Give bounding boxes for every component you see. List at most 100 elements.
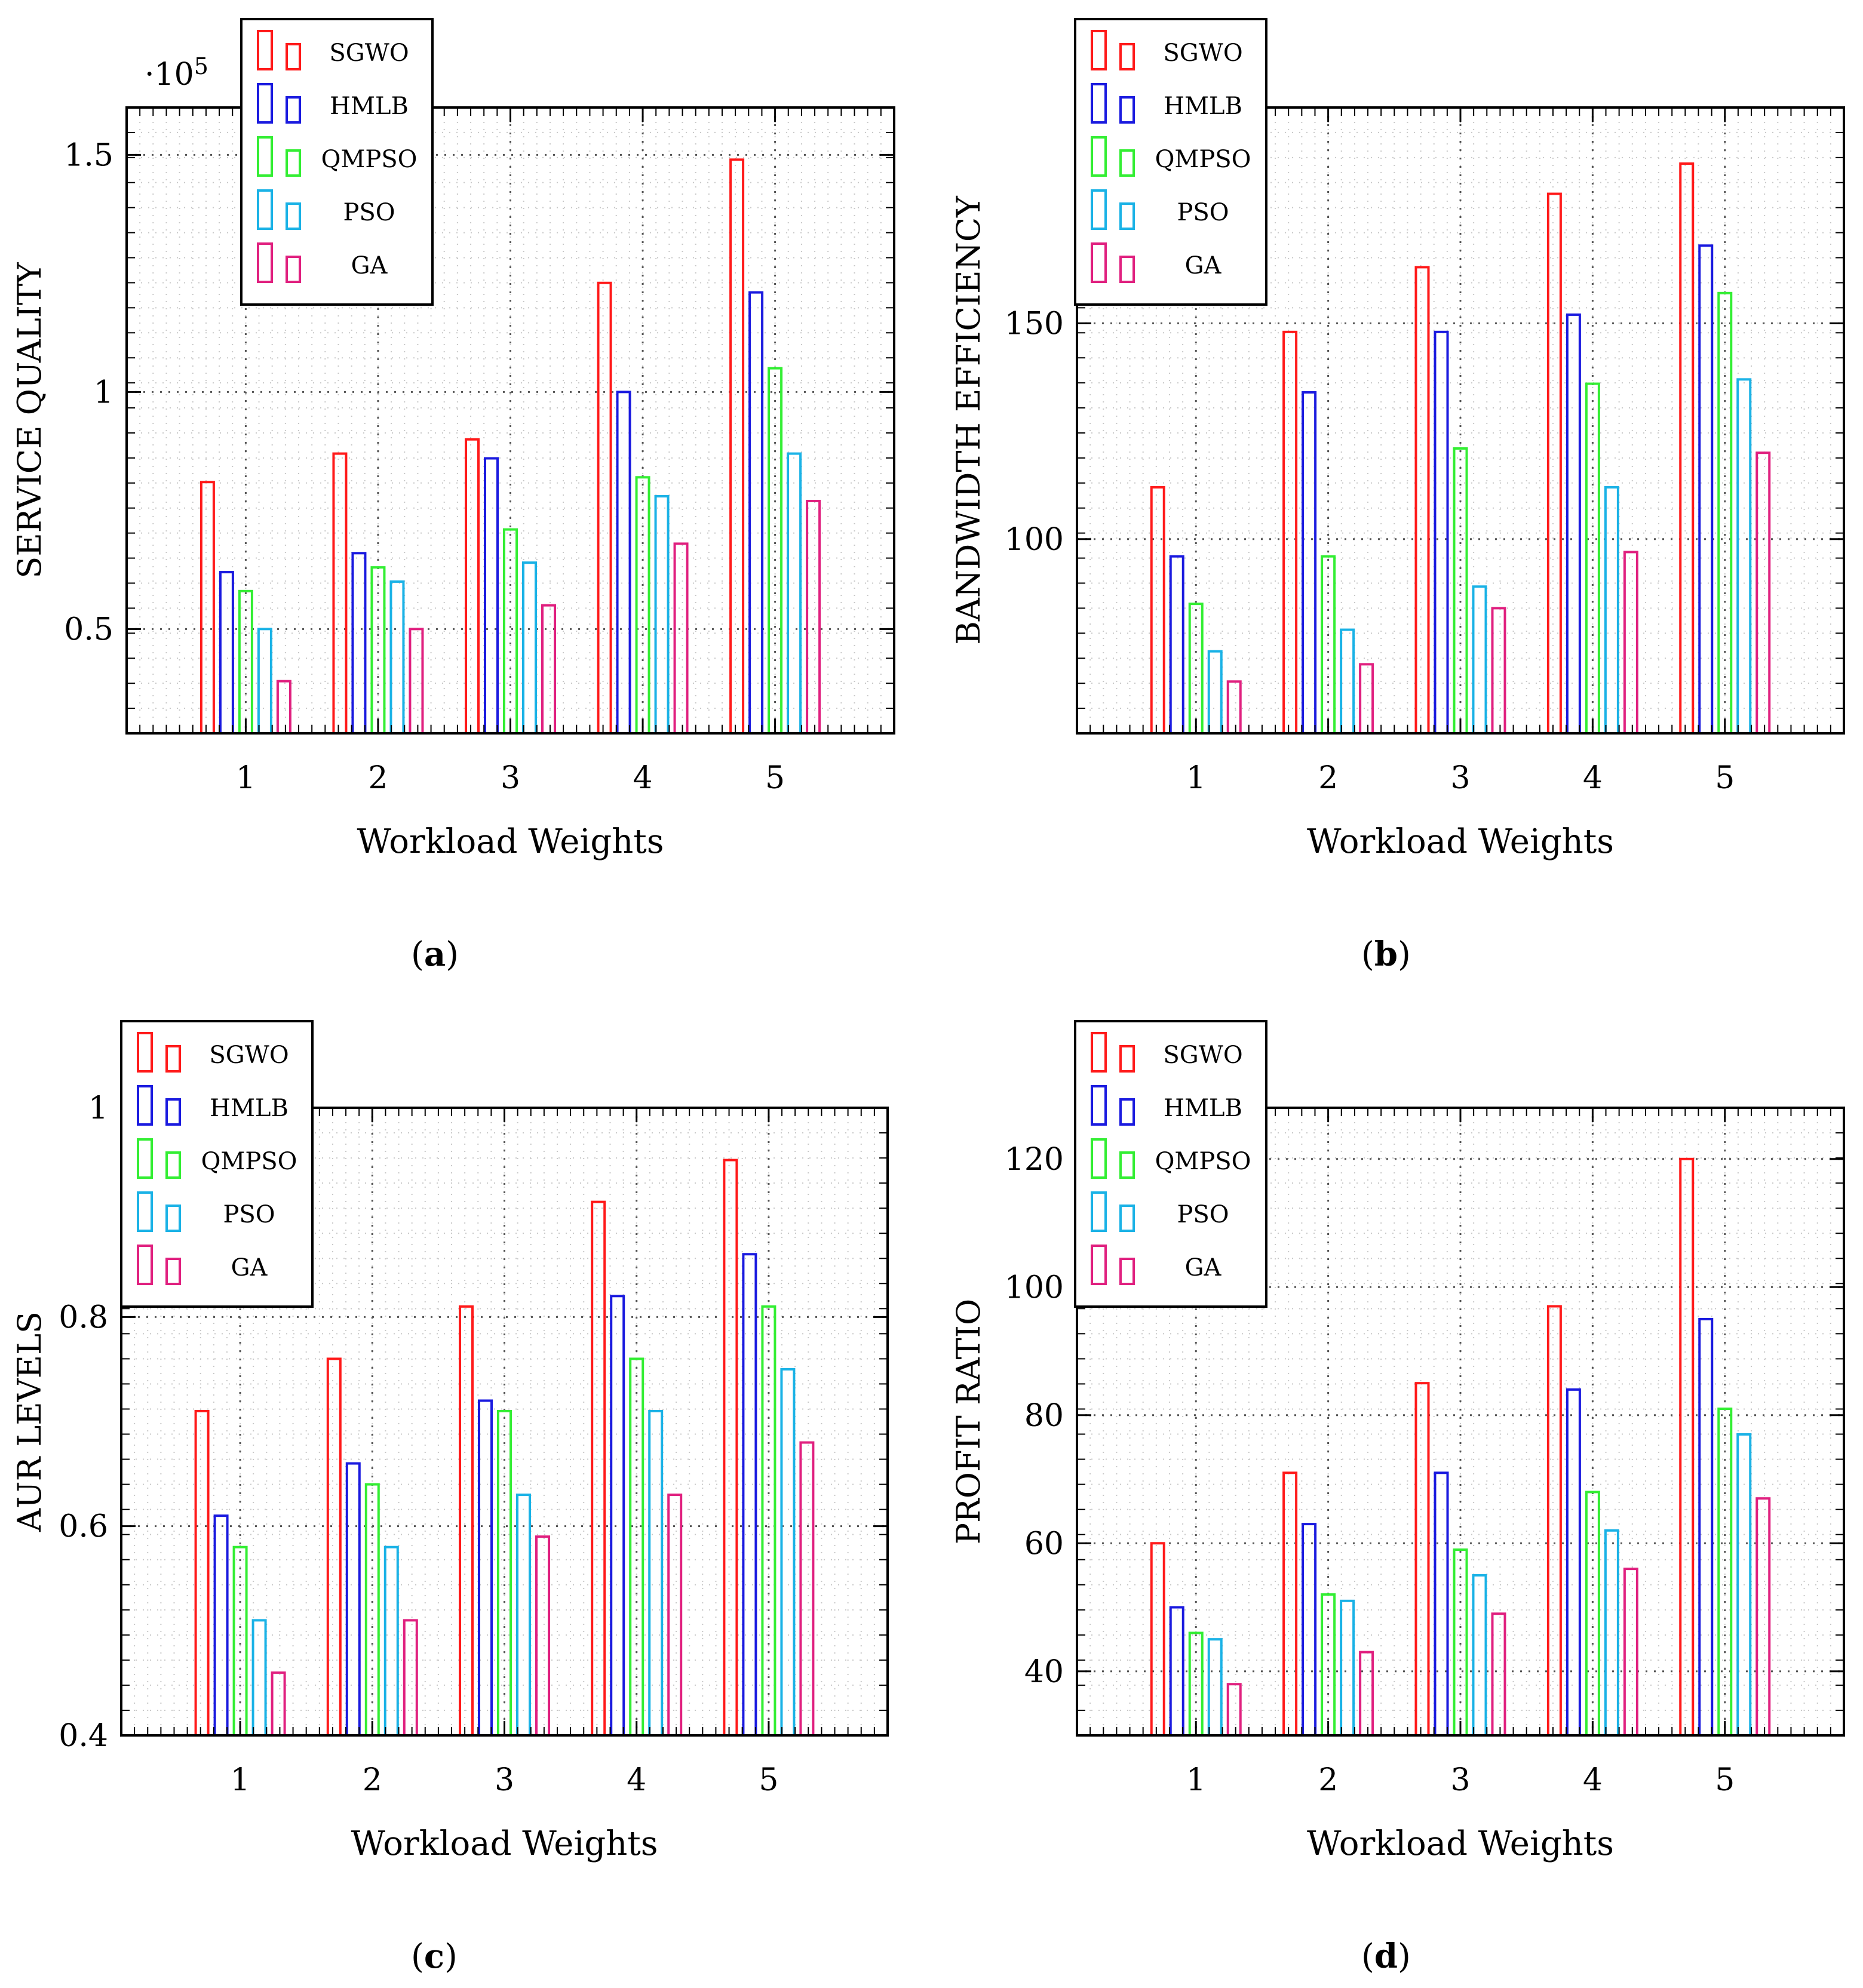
bar-hmlb-2 <box>351 552 367 735</box>
chart-panel-c: 0.4 0.6 0.8 1 1 2 3 4 5 Workload Weights AUR LEVEL… <box>11 1020 889 1863</box>
bar-qmpso-2 <box>1321 555 1336 735</box>
legend-swatch-ga <box>137 1245 153 1285</box>
legend-swatch-qmpso <box>257 136 273 177</box>
bar-qmpso-5 <box>768 367 783 735</box>
legend-swatch-sgwo <box>1091 30 1107 70</box>
chart-panel-a: 0.5 1 1.5 1 2 3 4 5 Workload Weights SERVICE QUAL… <box>11 18 895 861</box>
x-axis-label: Workload Weights <box>1307 1824 1614 1863</box>
y-tick-label: 0.6 <box>59 1509 108 1545</box>
bar-pso-4 <box>1604 1529 1619 1737</box>
bar-hmlb-1 <box>219 571 234 735</box>
legend-box <box>120 1020 314 1308</box>
caption-a: (a) <box>411 935 459 974</box>
bar-pso-4 <box>648 1409 664 1737</box>
x-tick-label: 1 <box>231 1762 250 1798</box>
bar-ga-1 <box>1226 680 1242 735</box>
bar-sgwo-1 <box>200 481 215 735</box>
bar-ga-1 <box>276 680 291 735</box>
chart-panel-b: 100 150 1 2 3 4 5 Workload Weights BANDWIDTH EFF… <box>950 18 1845 861</box>
x-tick-label: 1 <box>1186 760 1206 796</box>
bar-ga-3 <box>1491 1612 1506 1737</box>
legend-swatch-pso <box>257 189 273 230</box>
y-tick-label: 0.4 <box>59 1718 108 1754</box>
bar-sgwo-3 <box>465 438 480 735</box>
legend-label-qmpso: QMPSO <box>201 1148 297 1175</box>
legend-swatch-qmpso <box>165 1151 181 1179</box>
bar-pso-5 <box>780 1368 796 1737</box>
bar-ga-2 <box>409 628 424 735</box>
y-tick-label: 0.8 <box>59 1299 108 1335</box>
y-tick-label: 120 <box>1005 1142 1064 1178</box>
y-tick-label: 1.5 <box>64 137 113 173</box>
bar-ga-1 <box>271 1671 286 1737</box>
bar-qmpso-4 <box>635 476 650 735</box>
legend-label-pso: PSO <box>1177 199 1229 226</box>
bar-ga-5 <box>806 499 821 735</box>
legend-swatch-sgwo <box>1119 43 1135 70</box>
bar-hmlb-1 <box>213 1514 229 1737</box>
bar-pso-3 <box>1472 585 1487 735</box>
x-tick-label: 3 <box>495 1762 514 1798</box>
x-tick-label: 2 <box>368 760 388 796</box>
bar-pso-1 <box>1207 1638 1223 1737</box>
legend-swatch-hmlb <box>286 96 301 124</box>
bar-qmpso-2 <box>1321 1593 1336 1737</box>
bar-qmpso-3 <box>1453 447 1468 735</box>
legend-box <box>240 18 434 306</box>
bar-qmpso-3 <box>503 528 518 735</box>
legend-swatch-hmlb <box>137 1085 153 1126</box>
x-tick-label: 4 <box>1583 760 1603 796</box>
bar-pso-5 <box>787 452 802 735</box>
bar-pso-2 <box>383 1545 399 1737</box>
legend-label-ga: GA <box>1185 252 1222 279</box>
y-axis-label: SERVICE QUALITY <box>11 262 48 579</box>
legend-swatch-pso <box>1119 202 1135 230</box>
caption-letter: c <box>423 1937 444 1976</box>
bar-ga-4 <box>673 542 689 735</box>
bar-sgwo-5 <box>729 158 745 735</box>
x-tick-label: 4 <box>1583 1762 1603 1798</box>
bar-qmpso-3 <box>1453 1548 1468 1737</box>
bar-sgwo-2 <box>326 1357 342 1737</box>
x-tick-label: 5 <box>765 760 785 796</box>
legend-swatch-ga <box>257 242 273 283</box>
caption-b: (b) <box>1361 935 1411 974</box>
bar-sgwo-3 <box>1414 1382 1430 1737</box>
y-tick-label: 1 <box>88 1090 108 1126</box>
y-tick-label: 1 <box>94 374 113 410</box>
bar-pso-3 <box>1472 1574 1487 1737</box>
legend-swatch-pso <box>165 1205 181 1232</box>
x-tick-label: 4 <box>627 1762 646 1798</box>
caption-d: (d) <box>1361 1937 1411 1976</box>
bar-hmlb-5 <box>742 1253 757 1737</box>
bar-qmpso-5 <box>1717 1408 1733 1737</box>
legend-swatch-hmlb <box>1119 1098 1135 1126</box>
bar-qmpso-1 <box>238 589 253 735</box>
y-axis-label: BANDWIDTH EFFICIENCY <box>950 195 987 645</box>
caption-letter: a <box>423 935 446 974</box>
bar-pso-3 <box>516 1494 531 1737</box>
legend: SGWO HMLB QMPSO PSO GA <box>120 1020 314 1308</box>
legend-swatch-qmpso <box>1091 1138 1107 1179</box>
bar-ga-3 <box>541 604 556 735</box>
bar-hmlb-5 <box>748 291 764 735</box>
legend-swatch-qmpso <box>137 1138 153 1179</box>
bar-sgwo-5 <box>1679 1157 1695 1737</box>
legend-label-pso: PSO <box>1177 1201 1229 1228</box>
bar-sgwo-2 <box>1282 1471 1298 1737</box>
y-axis-label: AUR LEVELS <box>11 1311 48 1532</box>
bar-hmlb-2 <box>1302 1523 1317 1737</box>
bar-pso-2 <box>389 580 405 735</box>
legend-swatch-qmpso <box>1119 1151 1135 1179</box>
x-axis-label: Workload Weights <box>351 1824 658 1863</box>
legend-swatch-pso <box>1119 1205 1135 1232</box>
legend-label-hmlb: HMLB <box>330 93 409 120</box>
legend-swatch-hmlb <box>1119 96 1135 124</box>
bar-ga-2 <box>403 1619 418 1737</box>
bar-sgwo-4 <box>597 281 612 735</box>
bar-pso-5 <box>1736 1433 1752 1737</box>
bar-ga-1 <box>1226 1683 1242 1737</box>
bar-hmlb-4 <box>610 1295 625 1737</box>
caption-letter: b <box>1374 935 1398 974</box>
legend-swatch-hmlb <box>165 1098 181 1126</box>
